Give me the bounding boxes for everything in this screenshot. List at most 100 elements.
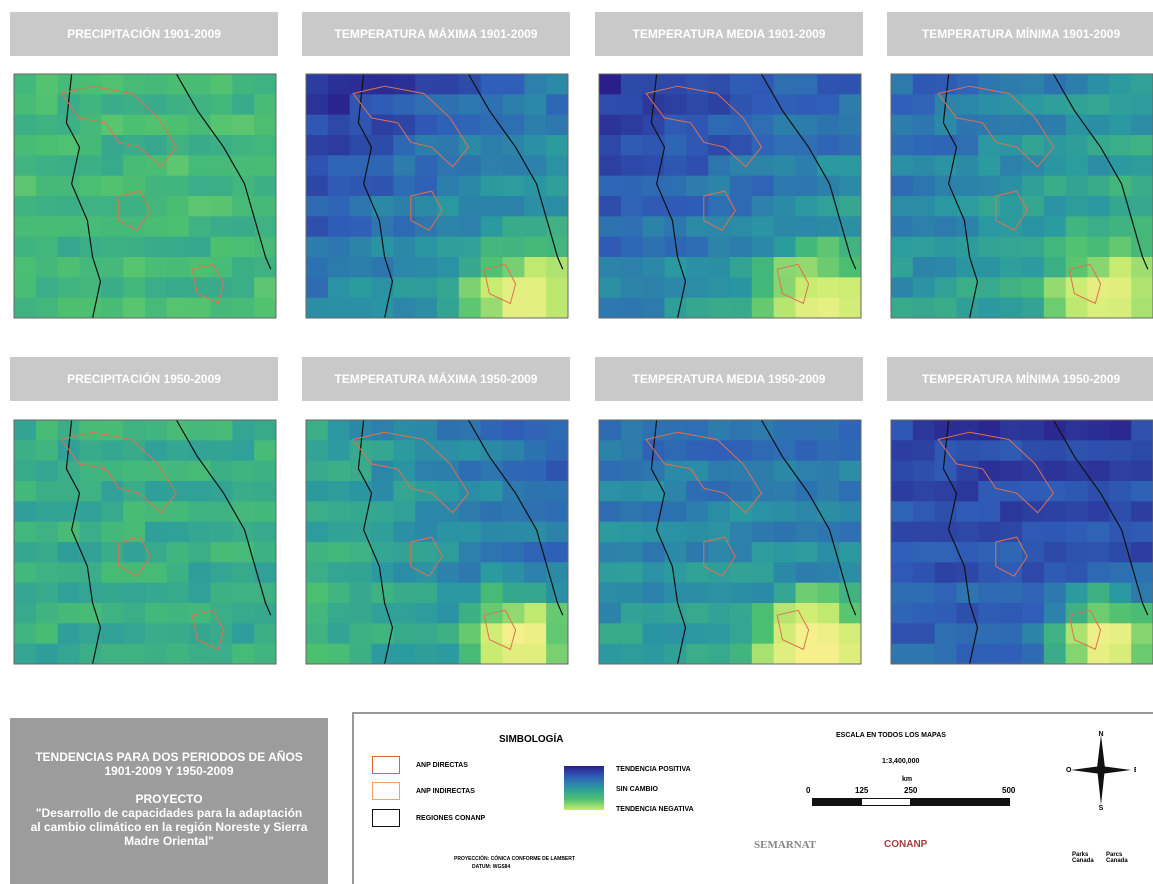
map-cell (393, 176, 415, 197)
map-cell (621, 257, 643, 278)
map-cell (145, 257, 167, 278)
map-cell (58, 196, 80, 217)
map-cell (1000, 115, 1022, 136)
map-cell (437, 644, 459, 665)
map-cell (621, 216, 643, 237)
map-cell (817, 603, 839, 624)
map-cell (101, 542, 123, 563)
map-cell (599, 135, 621, 156)
map-cell (1131, 135, 1153, 156)
map-cell (481, 440, 503, 461)
map-cell (14, 216, 36, 237)
map-cell (643, 196, 665, 217)
map-cell (774, 196, 796, 217)
map-cell (817, 644, 839, 665)
map-cell (1131, 501, 1153, 522)
map-cell (481, 298, 503, 319)
map-cell (599, 74, 621, 95)
map-cell (524, 461, 546, 482)
map-cell (752, 155, 774, 176)
map-cell (599, 562, 621, 583)
map-cell (80, 176, 102, 197)
map-cell (891, 420, 913, 441)
map-cell (80, 481, 102, 502)
map-cell (686, 522, 708, 543)
map-cell (232, 257, 254, 278)
map-cell (752, 501, 774, 522)
map-cell (123, 542, 145, 563)
map-cell (101, 196, 123, 217)
map-cell (774, 644, 796, 665)
map-cell (58, 542, 80, 563)
map-cell (80, 501, 102, 522)
map-cell (891, 216, 913, 237)
map-cell (393, 155, 415, 176)
logo-conanp: CONANP (884, 839, 927, 850)
map-cell (621, 115, 643, 136)
map-cell (891, 583, 913, 604)
map-cell (101, 603, 123, 624)
map-cell (1044, 216, 1066, 237)
map-cell (935, 176, 957, 197)
map-cell (459, 501, 481, 522)
map-cell (839, 216, 861, 237)
map-cell (189, 74, 211, 95)
map-cell (58, 603, 80, 624)
map-cell (481, 74, 503, 95)
map-cell (730, 115, 752, 136)
map-cell (665, 74, 687, 95)
map-cell (167, 522, 189, 543)
map-cell (599, 237, 621, 258)
map-cell (978, 216, 1000, 237)
map-cell (189, 135, 211, 156)
map-cell (254, 481, 276, 502)
map-cell (211, 542, 233, 563)
map-cell (599, 461, 621, 482)
map-cell (372, 216, 394, 237)
map-cell (730, 216, 752, 237)
map-cell (796, 257, 818, 278)
map-cell (14, 542, 36, 563)
map-cell (935, 481, 957, 502)
map-cell (101, 257, 123, 278)
map-cell (459, 196, 481, 217)
map-cell (80, 542, 102, 563)
map-cell (546, 420, 568, 441)
map-cell (1044, 237, 1066, 258)
map-cell (752, 644, 774, 665)
map-cell (415, 644, 437, 665)
map-cell (957, 155, 979, 176)
map-cell (1022, 461, 1044, 482)
map-cell (796, 542, 818, 563)
map-cell (935, 542, 957, 563)
map-cell (123, 74, 145, 95)
map-cell (891, 440, 913, 461)
map-cell (1000, 176, 1022, 197)
map-cell (36, 440, 58, 461)
map-cell (459, 216, 481, 237)
map-cell (1088, 562, 1110, 583)
map-cell (350, 644, 372, 665)
map-cell (708, 562, 730, 583)
map-cell (891, 501, 913, 522)
map-cell (957, 644, 979, 665)
map-cell (36, 542, 58, 563)
map-cell (1044, 298, 1066, 319)
map-cell (774, 135, 796, 156)
map-cell (796, 176, 818, 197)
map-cell (546, 176, 568, 197)
map-cell (211, 562, 233, 583)
map-cell (1022, 583, 1044, 604)
map-cell (167, 562, 189, 583)
map-cell (643, 481, 665, 502)
map-cell (350, 115, 372, 136)
map-cell (1131, 257, 1153, 278)
map-cell (123, 562, 145, 583)
map-cell (839, 115, 861, 136)
map-cell (14, 603, 36, 624)
map-cell (437, 583, 459, 604)
scale-segment (910, 798, 1010, 806)
map-cell (123, 277, 145, 298)
map-cell (481, 196, 503, 217)
map-cell (415, 298, 437, 319)
